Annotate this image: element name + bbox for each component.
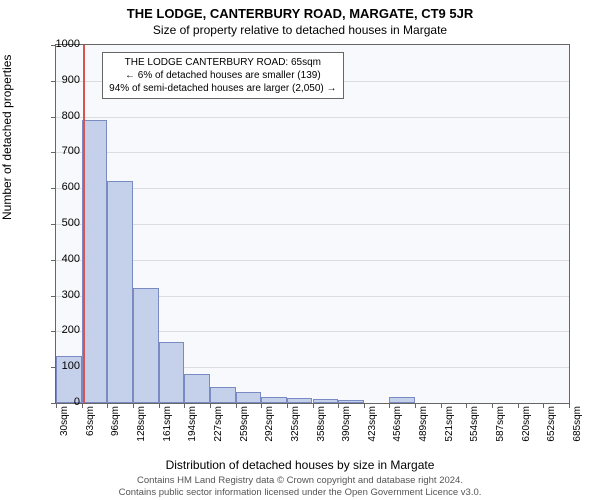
xtick-label: 554sqm (469, 406, 480, 450)
footer-line1: Contains HM Land Registry data © Crown c… (137, 475, 463, 486)
ytick-label: 600 (50, 181, 80, 193)
xtick-label: 423sqm (367, 406, 378, 450)
ytick-label: 300 (50, 289, 80, 301)
xtick-label: 63sqm (85, 406, 96, 450)
histogram-bar (82, 120, 108, 403)
xtick-mark (338, 404, 339, 408)
histogram-bar (261, 397, 287, 403)
ytick-label: 500 (50, 217, 80, 229)
ytick-label: 700 (50, 145, 80, 157)
xtick-label: 325sqm (290, 406, 301, 450)
histogram-bar (107, 181, 133, 403)
histogram-bar (236, 392, 262, 403)
xtick-mark (415, 404, 416, 408)
histogram-bar (338, 400, 364, 403)
plot-area: THE LODGE CANTERBURY ROAD: 65sqm ← 6% of … (55, 44, 570, 404)
gridline (56, 117, 569, 118)
xtick-mark (518, 404, 519, 408)
xtick-label: 161sqm (162, 406, 173, 450)
xtick-label: 685sqm (572, 406, 583, 450)
histogram-bar (313, 399, 339, 403)
footer-line2: Contains public sector information licen… (119, 487, 482, 498)
chart-title-main: THE LODGE, CANTERBURY ROAD, MARGATE, CT9… (0, 0, 600, 21)
histogram-bar (389, 397, 415, 403)
xtick-label: 96sqm (110, 406, 121, 450)
ytick-label: 200 (50, 324, 80, 336)
ytick-label: 900 (50, 74, 80, 86)
histogram-bar (184, 374, 210, 403)
xtick-mark (261, 404, 262, 408)
histogram-bar (210, 387, 236, 403)
xtick-label: 292sqm (264, 406, 275, 450)
gridline (56, 152, 569, 153)
annotation-line2: ← 6% of detached houses are smaller (139… (125, 70, 321, 81)
ytick-label: 400 (50, 253, 80, 265)
xtick-mark (543, 404, 544, 408)
xtick-mark (82, 404, 83, 408)
xtick-label: 128sqm (136, 406, 147, 450)
property-marker-line (83, 45, 85, 403)
annotation-box: THE LODGE CANTERBURY ROAD: 65sqm ← 6% of … (102, 52, 343, 99)
xtick-mark (184, 404, 185, 408)
xtick-mark (210, 404, 211, 408)
gridline (56, 260, 569, 261)
xtick-mark (313, 404, 314, 408)
xtick-mark (364, 404, 365, 408)
xtick-label: 456sqm (392, 406, 403, 450)
xtick-label: 620sqm (521, 406, 532, 450)
x-axis-label: Distribution of detached houses by size … (0, 458, 600, 472)
chart-title-sub: Size of property relative to detached ho… (0, 21, 600, 37)
xtick-label: 521sqm (444, 406, 455, 450)
xtick-label: 30sqm (59, 406, 70, 450)
xtick-mark (441, 404, 442, 408)
annotation-line1: THE LODGE CANTERBURY ROAD: 65sqm (125, 57, 321, 68)
xtick-label: 227sqm (213, 406, 224, 450)
xtick-mark (492, 404, 493, 408)
xtick-mark (466, 404, 467, 408)
ytick-label: 100 (50, 360, 80, 372)
gridline (56, 224, 569, 225)
xtick-mark (159, 404, 160, 408)
xtick-label: 489sqm (418, 406, 429, 450)
ytick-label: 1000 (50, 38, 80, 50)
xtick-mark (569, 404, 570, 408)
chart-footer: Contains HM Land Registry data © Crown c… (0, 475, 600, 498)
histogram-bar (133, 288, 159, 403)
xtick-label: 587sqm (495, 406, 506, 450)
histogram-bar (287, 398, 313, 403)
xtick-label: 259sqm (239, 406, 250, 450)
annotation-line3: 94% of semi-detached houses are larger (… (109, 83, 336, 94)
xtick-label: 390sqm (341, 406, 352, 450)
ytick-label: 800 (50, 110, 80, 122)
xtick-label: 194sqm (187, 406, 198, 450)
gridline (56, 188, 569, 189)
chart-container: THE LODGE, CANTERBURY ROAD, MARGATE, CT9… (0, 0, 600, 500)
xtick-mark (107, 404, 108, 408)
xtick-mark (236, 404, 237, 408)
xtick-mark (389, 404, 390, 408)
histogram-bar (159, 342, 185, 403)
y-axis-label: Number of detached properties (0, 55, 14, 220)
xtick-label: 358sqm (316, 406, 327, 450)
xtick-label: 652sqm (546, 406, 557, 450)
xtick-mark (133, 404, 134, 408)
xtick-mark (287, 404, 288, 408)
